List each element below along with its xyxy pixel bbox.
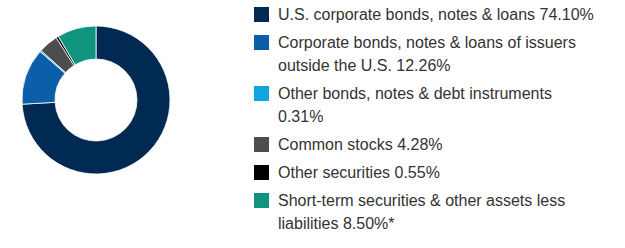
legend-swatch	[254, 7, 269, 22]
legend-item: Other bonds, notes & debt instruments 0.…	[254, 82, 594, 128]
legend-label: Common stocks	[278, 136, 393, 153]
chart: U.S. corporate bonds, notes & loans 74.1…	[0, 0, 625, 248]
slice	[58, 26, 96, 65]
legend-label: U.S. corporate bonds, notes & loans	[278, 6, 535, 23]
legend-item: Corporate bonds, notes & loans of issuer…	[254, 31, 594, 77]
slice	[22, 26, 170, 174]
legend-value: 0.55%	[395, 164, 440, 181]
legend-swatch	[254, 86, 269, 101]
legend-value: 0.31%	[278, 108, 323, 125]
legend-item: Other securities 0.55%	[254, 161, 594, 184]
legend-item: Short-term securities & other assets les…	[254, 189, 594, 235]
legend-item: Common stocks 4.28%	[254, 133, 594, 156]
legend-value: 4.28%	[397, 136, 442, 153]
legend-value: 8.50%*	[343, 215, 395, 232]
legend-value: 12.26%	[396, 57, 450, 74]
legend: U.S. corporate bonds, notes & loans 74.1…	[254, 3, 594, 240]
legend-value: 74.10%	[540, 6, 594, 23]
legend-label: Other bonds, notes & debt instruments	[278, 85, 552, 102]
legend-label: Short-term securities & other assets les…	[278, 192, 565, 232]
donut	[0, 0, 250, 248]
legend-swatch	[254, 137, 269, 152]
legend-swatch	[254, 165, 269, 180]
legend-item: U.S. corporate bonds, notes & loans 74.1…	[254, 3, 594, 26]
legend-swatch	[254, 35, 269, 50]
legend-swatch	[254, 193, 269, 208]
legend-label: Other securities	[278, 164, 390, 181]
